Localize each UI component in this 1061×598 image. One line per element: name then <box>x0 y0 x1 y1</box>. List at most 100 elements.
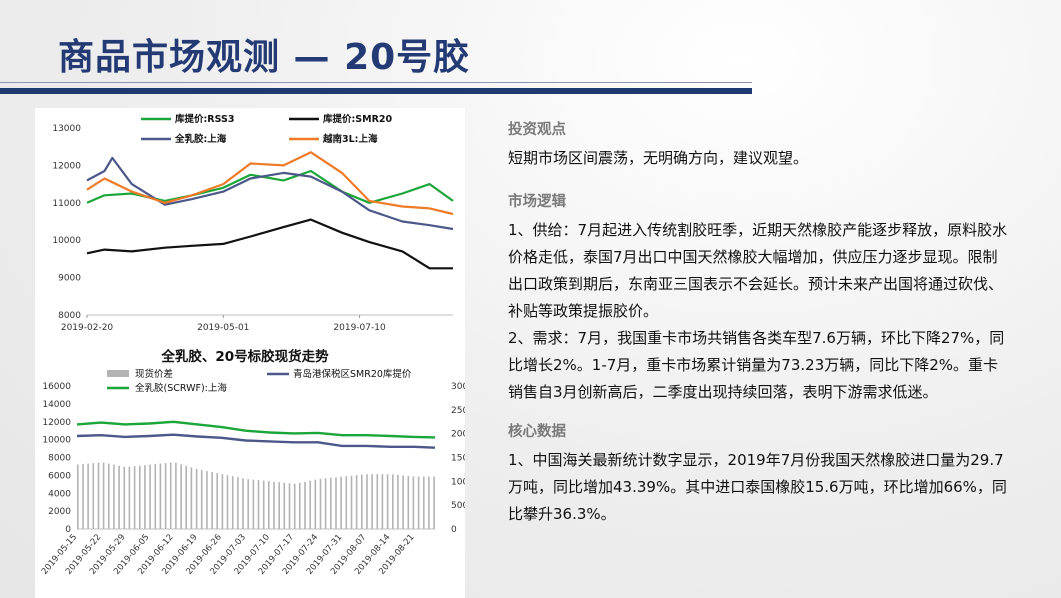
series-line <box>86 156 454 231</box>
spread-bar <box>123 466 126 529</box>
spread-bar <box>417 476 420 529</box>
legend-label: 现货价差 <box>135 368 173 380</box>
spread-bar <box>262 480 265 529</box>
heading-core-data: 核心数据 <box>508 424 566 440</box>
core-data-text: 1、中国海关最新统计数字显示，2019年7月份我国天然橡胶进口量为29.7万吨，… <box>508 451 1007 523</box>
spread-bar <box>221 474 224 529</box>
y2-tick-label: 2000 <box>451 430 465 440</box>
y-tick-label: 2000 <box>48 507 71 517</box>
spread-bar <box>314 479 317 529</box>
y2-tick-label: 1500 <box>451 454 465 464</box>
spread-bar <box>185 465 187 529</box>
spread-bar <box>340 476 342 529</box>
spread-bar <box>392 474 394 529</box>
spread-bar <box>345 476 348 529</box>
y-tick-label: 12000 <box>42 418 71 428</box>
spread-bar <box>335 477 337 529</box>
spread-bar <box>154 464 157 529</box>
y-tick-label: 6000 <box>48 471 71 481</box>
spread-bar <box>144 465 146 529</box>
slide-title: 商品市场观测 — 20号胶 <box>58 37 471 78</box>
legend-label: 越南3L:上海 <box>322 133 378 145</box>
spread-bar <box>211 472 213 529</box>
y-tick-label: 12000 <box>52 161 81 171</box>
y2-tick-label: 500 <box>451 501 465 511</box>
y-tick-label: 8000 <box>48 454 71 464</box>
spread-bar <box>366 474 368 529</box>
spread-bar <box>87 463 89 529</box>
series-line <box>86 151 454 216</box>
series-line <box>86 218 453 270</box>
spread-bar <box>216 473 218 529</box>
chart-rubber-prices: 8000 9000 10000 11000 12000 13000 2019-02-20 20… <box>52 113 454 333</box>
spread-bar <box>113 464 115 529</box>
spread-bar <box>283 482 286 529</box>
market-logic-supply: 1、供给：7月起进入传统割胶旺季，近期天然橡胶产能逐步释放，原料胶水价格走低，泰… <box>508 221 1008 320</box>
spread-bar <box>433 476 435 529</box>
spread-bar <box>231 476 234 529</box>
spread-bar <box>128 466 131 529</box>
heading-investment-view: 投资观点 <box>508 122 566 138</box>
spread-bar <box>175 462 177 529</box>
spread-bar <box>350 475 353 529</box>
y-tick-label: 11000 <box>52 199 81 209</box>
spread-bar <box>293 483 296 529</box>
spread-bar <box>361 474 363 529</box>
spread-bar <box>206 471 208 529</box>
legend-label: 全乳胶:上海 <box>174 133 227 145</box>
x-tick-label: 2019-05-01 <box>197 323 249 333</box>
spread-bar <box>309 480 311 529</box>
spread-bar <box>97 462 100 529</box>
y2-tick-label: 3000 <box>451 382 465 392</box>
spread-bar <box>159 463 162 529</box>
spread-bar <box>108 463 110 529</box>
legend-label: 青岛港保税区SMR20库提价 <box>293 368 412 380</box>
spread-bar <box>257 480 260 529</box>
spread-bar <box>278 482 280 529</box>
spread-bar <box>299 482 301 529</box>
spread-bar <box>200 470 203 529</box>
spread-bar <box>247 479 249 529</box>
x-tick-label: 2019-07-10 <box>333 323 386 333</box>
y2-tick-label: 0 <box>451 525 457 535</box>
spread-bar <box>428 476 430 529</box>
spread-bar <box>304 481 306 529</box>
spread-bar <box>402 475 404 529</box>
spread-bar <box>355 475 358 529</box>
spread-bar <box>102 462 105 529</box>
y-tick-label: 0 <box>65 525 71 535</box>
spread-bar <box>376 474 379 529</box>
spread-bar <box>118 465 120 529</box>
y-tick-label: 10000 <box>42 436 71 446</box>
spread-bar <box>386 474 389 529</box>
spread-bar <box>139 465 141 529</box>
spread-bar <box>324 478 327 529</box>
spread-bar <box>180 464 182 529</box>
spread-bar <box>149 464 151 529</box>
market-logic-demand: 2、需求：7月，我国重卡市场共销售各类车型7.6万辆，环比下降27%，同比增长2… <box>508 329 1005 401</box>
heading-market-logic: 市场逻辑 <box>508 194 566 210</box>
y-tick-label: 14000 <box>42 400 71 410</box>
series-line <box>86 169 454 204</box>
spread-bar <box>164 463 167 529</box>
y2-tick-label: 2500 <box>451 406 465 416</box>
y-tick-label: 13000 <box>52 124 81 134</box>
spread-bar <box>288 483 291 529</box>
spread-bar <box>397 474 399 529</box>
spread-bar <box>423 476 425 529</box>
spread-bar <box>226 475 229 529</box>
legend-swatch <box>107 370 129 377</box>
y-tick-label: 9000 <box>58 274 81 284</box>
spread-bar <box>242 478 244 529</box>
spread-bar <box>412 476 415 529</box>
y-tick-label: 16000 <box>42 382 71 392</box>
title-rule <box>0 88 752 94</box>
spread-bar <box>133 466 136 529</box>
spread-bar <box>190 467 193 529</box>
investment-view-text: 短期市场区间震荡，无明确方向，建议观望。 <box>508 149 809 167</box>
spread-bar <box>77 464 79 529</box>
y-tick-label: 8000 <box>58 311 81 321</box>
chart-panel: 8000 9000 10000 11000 12000 13000 2019-02-20 20… <box>35 108 465 598</box>
series-line <box>76 420 436 439</box>
spread-bar <box>273 481 275 529</box>
